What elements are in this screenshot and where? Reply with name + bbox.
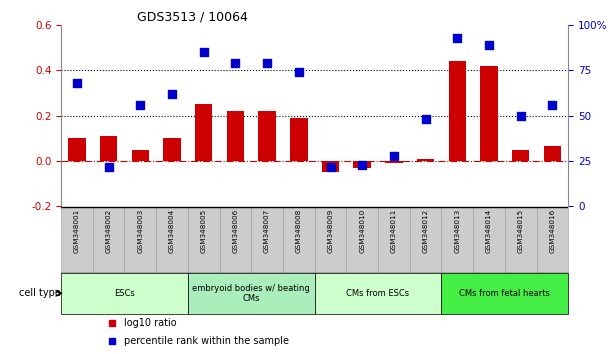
Bar (544, 146, 561, 161)
Point (136, 102, 145, 108)
Text: GSM348012: GSM348012 (423, 209, 428, 253)
Text: GSM348004: GSM348004 (169, 209, 175, 253)
Bar (536, 206, 568, 273)
Bar (385, 161, 403, 163)
Text: GSM348015: GSM348015 (518, 209, 524, 253)
Bar (188, 273, 315, 314)
Point (484, 42, 494, 47)
Text: GSM348007: GSM348007 (264, 209, 270, 253)
Bar (354, 161, 371, 168)
Bar (505, 206, 536, 273)
Bar (315, 273, 441, 314)
Point (516, 113, 525, 119)
Text: GSM348003: GSM348003 (137, 209, 144, 253)
Bar (131, 150, 149, 161)
Point (199, 49, 208, 55)
Text: percentile rank within the sample: percentile rank within the sample (125, 336, 290, 346)
Bar (251, 206, 283, 273)
Text: CMs from fetal hearts: CMs from fetal hearts (459, 289, 551, 298)
Text: GSM348008: GSM348008 (296, 209, 302, 253)
Point (326, 164, 335, 169)
Point (389, 153, 399, 159)
Bar (258, 111, 276, 161)
Bar (68, 138, 86, 161)
Text: GSM348014: GSM348014 (486, 209, 492, 253)
Text: log10 ratio: log10 ratio (125, 318, 177, 328)
Bar (448, 61, 466, 161)
Text: GSM348005: GSM348005 (201, 209, 207, 253)
Point (262, 60, 272, 66)
Text: GSM348001: GSM348001 (74, 209, 80, 253)
Point (167, 91, 177, 97)
Bar (227, 111, 244, 161)
Bar (410, 206, 441, 273)
Point (104, 164, 114, 169)
Bar (473, 206, 505, 273)
Text: GSM348016: GSM348016 (549, 209, 555, 253)
Bar (512, 150, 529, 161)
Bar (61, 273, 188, 314)
Bar (417, 159, 434, 161)
Text: GSM348010: GSM348010 (359, 209, 365, 253)
Bar (378, 206, 410, 273)
Text: ESCs: ESCs (114, 289, 135, 298)
Bar (315, 206, 346, 273)
Bar (219, 206, 251, 273)
Bar (195, 104, 213, 161)
Bar (346, 206, 378, 273)
Point (72, 80, 82, 86)
Text: cell type: cell type (18, 288, 60, 298)
Text: GSM348006: GSM348006 (232, 209, 238, 253)
Bar (156, 206, 188, 273)
Point (230, 60, 240, 66)
Bar (322, 161, 339, 172)
Text: GSM348011: GSM348011 (391, 209, 397, 253)
Bar (283, 206, 315, 273)
Text: GSM348002: GSM348002 (106, 209, 112, 253)
Bar (188, 206, 219, 273)
Bar (93, 206, 125, 273)
Point (547, 102, 557, 108)
Text: GSM348013: GSM348013 (455, 209, 460, 253)
Text: embryoid bodies w/ beating
CMs: embryoid bodies w/ beating CMs (192, 284, 310, 303)
Point (294, 69, 304, 75)
Point (357, 162, 367, 167)
Bar (480, 65, 498, 161)
Text: GSM348009: GSM348009 (327, 209, 334, 253)
Point (421, 116, 431, 122)
Bar (441, 206, 473, 273)
Bar (290, 118, 307, 161)
Point (452, 35, 462, 40)
Bar (163, 138, 181, 161)
Bar (100, 136, 117, 161)
Text: GDS3513 / 10064: GDS3513 / 10064 (137, 11, 248, 24)
Bar (441, 273, 568, 314)
Bar (125, 206, 156, 273)
Bar (61, 206, 93, 273)
Text: CMs from ESCs: CMs from ESCs (346, 289, 409, 298)
